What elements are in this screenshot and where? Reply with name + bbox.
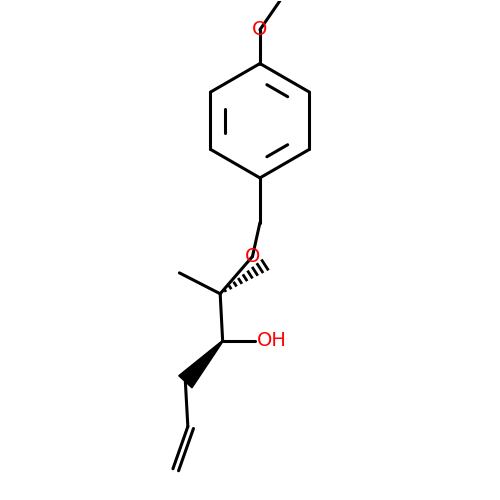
- Text: OH: OH: [256, 332, 286, 350]
- Text: O: O: [252, 20, 268, 39]
- Polygon shape: [179, 340, 223, 388]
- Text: O: O: [245, 247, 260, 266]
